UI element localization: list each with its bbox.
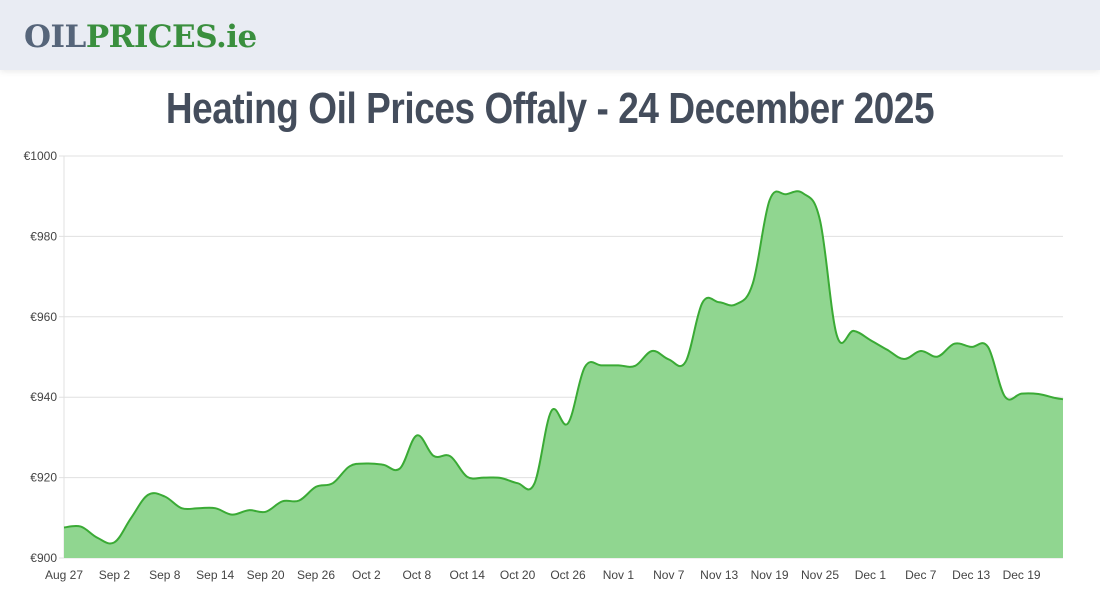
- site-logo[interactable]: OILPRICES.ie: [24, 17, 257, 57]
- site-header: OILPRICES.ie: [0, 0, 1100, 70]
- y-tick-label: €1000: [24, 149, 58, 163]
- x-tick-label: Sep 26: [297, 568, 335, 582]
- x-tick-label: Sep 8: [149, 568, 181, 582]
- x-tick-label: Sep 20: [247, 568, 285, 582]
- y-tick-label: €960: [30, 310, 57, 324]
- x-tick-label: Nov 1: [603, 568, 635, 582]
- y-tick-label: €980: [30, 229, 57, 243]
- x-tick-label: Oct 2: [352, 568, 381, 582]
- page-title: Heating Oil Prices Offaly - 24 December …: [165, 84, 935, 133]
- x-tick-label: Aug 27: [45, 568, 83, 582]
- x-tick-label: Dec 7: [905, 568, 937, 582]
- price-line: [63, 190, 1064, 545]
- x-tick-label: Nov 13: [700, 568, 738, 582]
- price-area-fill: [64, 191, 1063, 558]
- x-tick-label: Nov 19: [751, 568, 789, 582]
- x-tick-label: Oct 14: [450, 568, 486, 582]
- x-tick-label: Nov 25: [801, 568, 839, 582]
- x-tick-label: Nov 7: [653, 568, 685, 582]
- x-tick-label: Oct 20: [500, 568, 536, 582]
- x-tick-label: Oct 26: [550, 568, 586, 582]
- x-tick-label: Oct 8: [402, 568, 431, 582]
- x-tick-label: Sep 14: [196, 568, 234, 582]
- y-tick-label: €940: [30, 390, 57, 404]
- x-tick-label: Dec 13: [952, 568, 990, 582]
- x-tick-label: Dec 19: [1003, 568, 1041, 582]
- x-tick-label: Dec 1: [855, 568, 887, 582]
- y-axis-labels: €900 €920 €940 €960 €980 €1000: [24, 149, 58, 565]
- y-tick-label: €920: [30, 471, 57, 485]
- y-tick-label: €900: [30, 551, 57, 565]
- x-axis-labels: Aug 27 Sep 2 Sep 8 Sep 14 Sep 20 Sep 26 Oct 2 O…: [45, 568, 1041, 582]
- logo-prices-text: PRICES.ie: [85, 19, 257, 55]
- x-tick-label: Sep 2: [99, 568, 131, 582]
- logo-oil-text: OIL: [24, 19, 86, 55]
